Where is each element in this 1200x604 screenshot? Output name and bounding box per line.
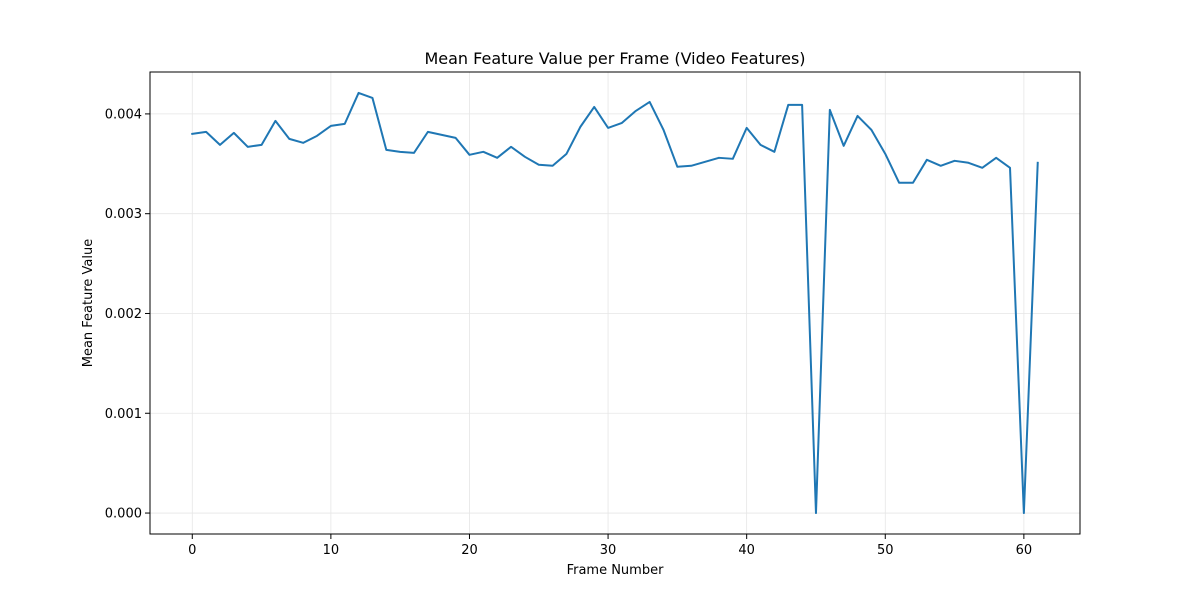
y-tick-label: 0.001 xyxy=(105,407,142,422)
series-line-0 xyxy=(191,91,1039,515)
x-tick-label: 30 xyxy=(600,543,617,558)
y-tick-label: 0.003 xyxy=(105,207,142,222)
x-axis-label: Frame Number xyxy=(567,563,665,578)
x-tick-label: 50 xyxy=(877,543,894,558)
x-tick-label: 40 xyxy=(738,543,755,558)
y-tick-label: 0.000 xyxy=(105,507,142,522)
chart-title: Mean Feature Value per Frame (Video Feat… xyxy=(424,49,805,68)
series-layer xyxy=(191,91,1039,515)
y-axis-label: Mean Feature Value xyxy=(81,239,96,368)
x-tick-label: 10 xyxy=(323,543,340,558)
x-tick-label: 0 xyxy=(188,543,196,558)
ticks: 0 10 20 30 40 50 60 0.000 0.001 0.002 0.003 0.004 xyxy=(105,107,1032,558)
y-tick-label: 0.002 xyxy=(105,307,142,322)
plot-frame xyxy=(149,71,1081,535)
x-tick-label: 20 xyxy=(461,543,478,558)
grid xyxy=(150,72,1080,534)
y-tick-label: 0.004 xyxy=(105,107,142,122)
x-tick-label: 60 xyxy=(1016,543,1033,558)
